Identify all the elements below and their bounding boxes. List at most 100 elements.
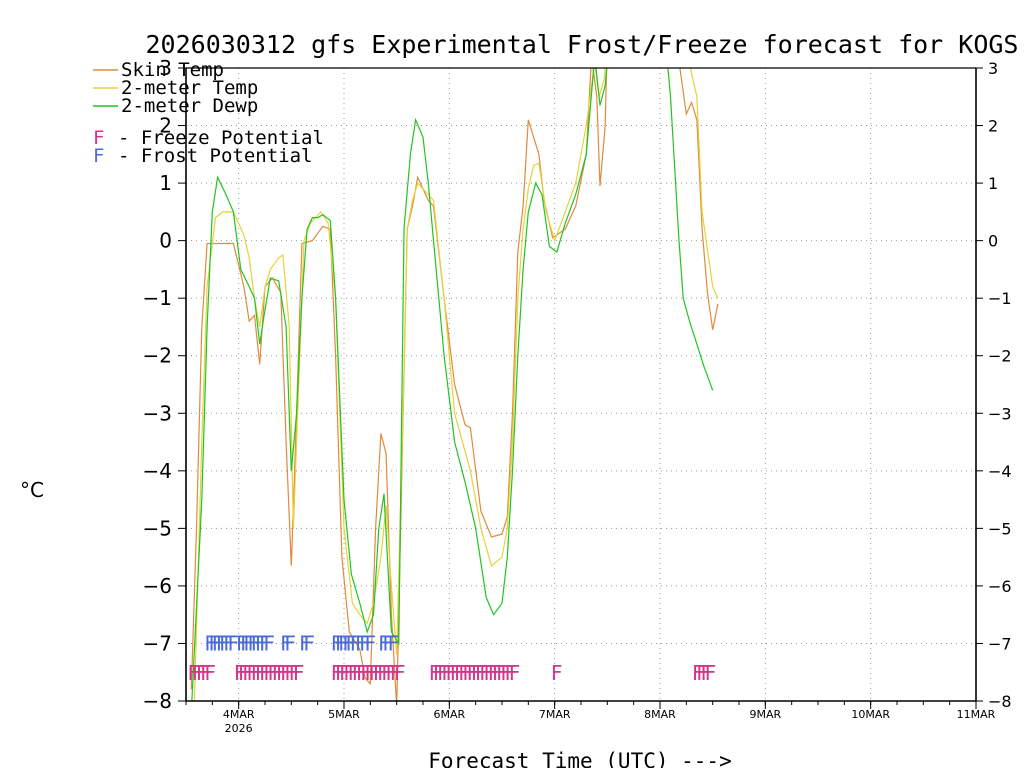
freeze-mark: F <box>192 661 204 685</box>
freeze-mark: F <box>331 661 343 685</box>
legend-label: Skin Temp <box>121 59 224 81</box>
freeze-mark: F <box>381 661 393 685</box>
freeze-mark: F <box>394 661 406 685</box>
y-tick-label-right: −7 <box>988 634 1012 653</box>
freeze-mark: F <box>377 661 389 685</box>
freeze-mark: F <box>348 661 360 685</box>
frost-mark: F <box>280 631 292 655</box>
freeze-mark: F <box>268 661 280 685</box>
freeze-mark: F <box>701 661 713 685</box>
freeze-mark: F <box>433 661 445 685</box>
series-line-2-meter-dewp <box>191 68 714 701</box>
series-line-skin-temp <box>190 68 719 701</box>
freeze-mark: F <box>293 661 305 685</box>
freeze-mark: F <box>454 661 466 685</box>
frost-mark: F <box>216 631 228 655</box>
frost-mark: F <box>388 631 400 655</box>
freeze-mark: F <box>280 661 292 685</box>
legend-potential-label: - Frost Potential <box>118 145 312 167</box>
freeze-mark: F <box>496 661 508 685</box>
frost-mark: F <box>335 631 347 655</box>
frost-mark: F <box>342 631 354 655</box>
frost-mark: F <box>285 631 297 655</box>
frost-mark: F <box>359 631 371 655</box>
x-tick-label: 11MAR <box>957 708 996 721</box>
frost-mark: F <box>204 631 216 655</box>
freeze-mark: F <box>272 661 284 685</box>
frost-mark: F <box>219 631 231 655</box>
freeze-mark: F <box>255 661 267 685</box>
frost-mark: F <box>350 631 362 655</box>
freeze-mark: F <box>705 661 717 685</box>
y-tick-label-right: 2 <box>988 117 998 136</box>
frost-mark: F <box>263 631 275 655</box>
frost-mark: F <box>259 631 271 655</box>
freeze-mark: F <box>263 661 275 685</box>
freeze-mark: F <box>471 661 483 685</box>
legend-potential-symbol: F <box>93 145 104 167</box>
y-tick-label-right: 0 <box>988 232 998 251</box>
x-tick-label: 6MAR <box>433 708 465 721</box>
y-tick-label-left: −6 <box>143 574 172 598</box>
x-tick-label: 10MAR <box>851 708 890 721</box>
freeze-mark: F <box>475 661 487 685</box>
frost-mark: F <box>251 631 263 655</box>
freeze-mark: F <box>356 661 368 685</box>
y-tick-label-right: 3 <box>988 59 998 78</box>
freeze-mark: F <box>450 661 462 685</box>
series-line-2-meter-temp <box>193 68 719 701</box>
x-tick-label: 7MAR <box>539 708 571 721</box>
frost-mark: F <box>236 631 248 655</box>
freeze-mark: F <box>344 661 356 685</box>
freeze-mark: F <box>196 661 208 685</box>
series-layer <box>190 68 719 701</box>
freeze-mark: F <box>251 661 263 685</box>
freeze-mark: F <box>373 661 385 685</box>
freeze-mark: F <box>492 661 504 685</box>
legend-potential-label: - Freeze Potential <box>118 127 324 149</box>
y-tick-label-left: −1 <box>143 286 172 310</box>
freeze-mark: F <box>479 661 491 685</box>
x-tick-label: 8MAR <box>644 708 676 721</box>
freeze-mark: F <box>386 661 398 685</box>
freeze-mark: F <box>500 661 512 685</box>
legend-label: 2-meter Dewp <box>121 95 258 117</box>
y-tick-label-left: −7 <box>143 631 172 655</box>
y-tick-label-right: −8 <box>988 692 1012 711</box>
freeze-mark: F <box>390 661 402 685</box>
freeze-mark: F <box>488 661 500 685</box>
freeze-mark: F <box>259 661 271 685</box>
freeze-mark: F <box>242 661 254 685</box>
frost-mark: F <box>355 631 367 655</box>
y-tick-label-left: −4 <box>143 459 172 483</box>
legend-potential-symbol: F <box>93 127 104 149</box>
freeze-mark: F <box>437 661 449 685</box>
legend-label: 2-meter Temp <box>121 77 258 99</box>
frost-mark: F <box>303 631 315 655</box>
frost-mark: F <box>243 631 255 655</box>
y-tick-label-left: 2 <box>159 114 172 138</box>
freeze-mark: F <box>365 661 377 685</box>
frost-mark: F <box>212 631 224 655</box>
freeze-mark: F <box>696 661 708 685</box>
y-tick-label-right: −1 <box>988 289 1012 308</box>
x-tick-label: 9MAR <box>749 708 781 721</box>
y-tick-label-right: 1 <box>988 174 998 193</box>
y-ticks: −8 −8 −7 −7 −6 −6 −5 −5 −4 −4 −3 −3 −2 −2 −1 −1 0 0 1 1 2 2 3 3 <box>143 56 1012 713</box>
x-tick-sublabel: 2026 <box>225 722 253 735</box>
frost-mark: F <box>338 631 350 655</box>
frost-mark: F <box>240 631 252 655</box>
y-tick-label-left: −3 <box>143 401 172 425</box>
freeze-mark: F <box>188 661 200 685</box>
y-axis-label: °C <box>20 478 44 502</box>
frost-mark: F <box>299 631 311 655</box>
y-tick-label-left: −2 <box>143 344 172 368</box>
frost-mark: F <box>331 631 343 655</box>
y-tick-label-left: −8 <box>143 689 172 713</box>
freeze-mark: F <box>247 661 259 685</box>
freeze-mark: F <box>446 661 458 685</box>
